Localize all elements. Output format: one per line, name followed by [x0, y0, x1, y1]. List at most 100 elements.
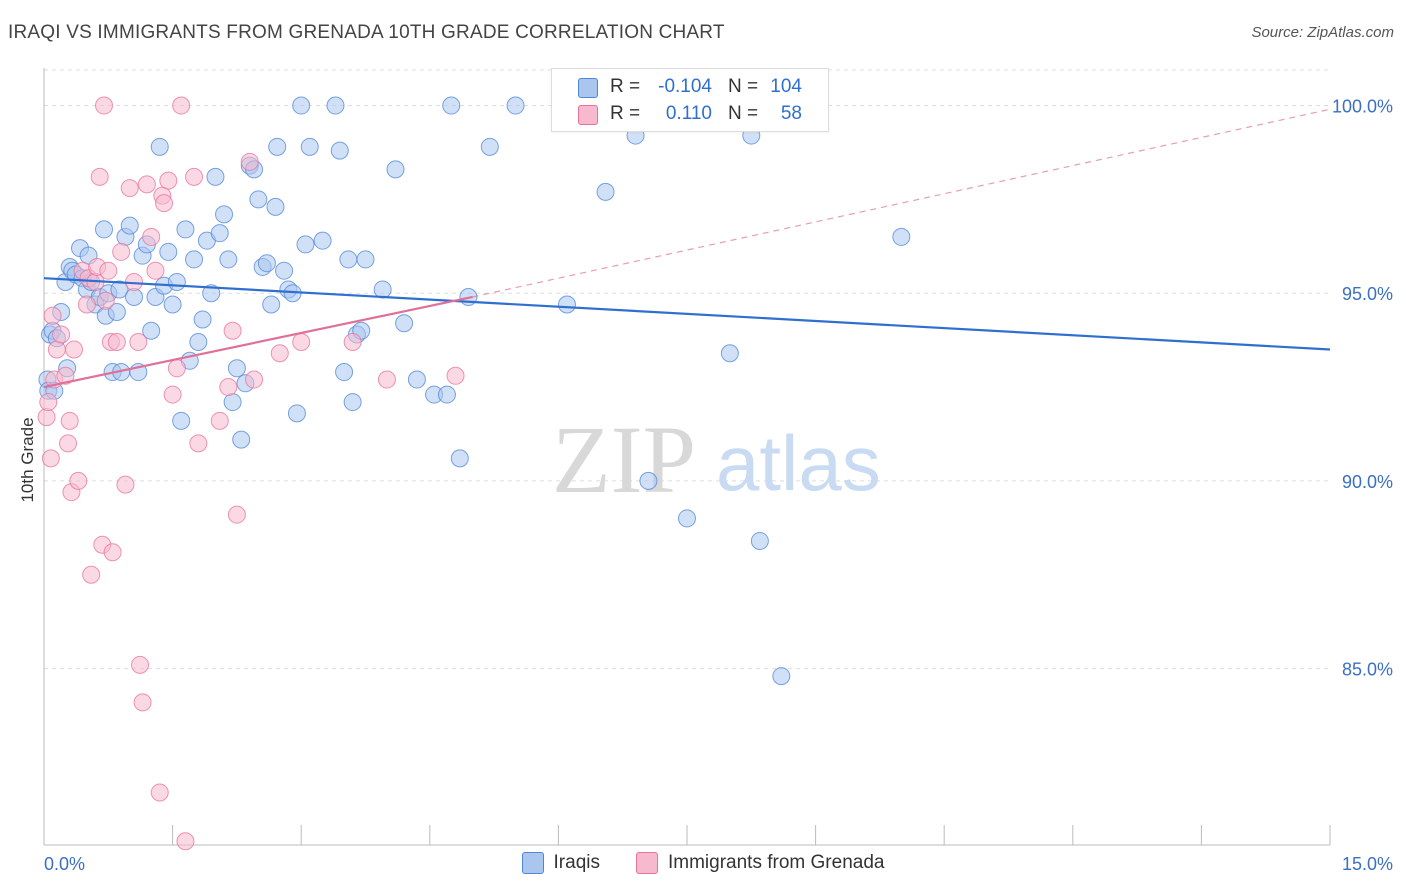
- grenada-point: [223, 321, 242, 340]
- iraqis-point: [159, 242, 178, 261]
- iraqis-trend-line: [43, 277, 1331, 351]
- grenada-point: [39, 393, 58, 412]
- iraqis-point: [720, 344, 739, 363]
- watermark: ZIP atlas: [552, 406, 881, 513]
- grenada-point: [120, 179, 139, 198]
- legend-item-iraqis[interactable]: Iraqis: [521, 852, 600, 874]
- legend-label-grenada: Immigrants from Grenada: [668, 852, 885, 873]
- iraqis-point: [219, 250, 238, 269]
- y-tick-label: 100.0%: [1332, 97, 1393, 117]
- grenada-point: [133, 693, 152, 712]
- watermark-atlas: atlas: [716, 419, 881, 507]
- stats-r-value: -0.104: [658, 76, 712, 97]
- iraqis-point: [313, 231, 332, 250]
- iraqis-point: [330, 141, 349, 160]
- iraqis-point: [125, 287, 144, 306]
- y-tick-label: 85.0%: [1342, 660, 1393, 680]
- x-tick-label: 15.0%: [1342, 854, 1393, 874]
- grenada-point: [155, 194, 174, 213]
- grenada-point: [112, 242, 131, 261]
- grenada-point: [116, 475, 135, 494]
- stats-swatch-grenada: [578, 105, 598, 125]
- iraqis-point: [206, 167, 225, 186]
- iraqis-point: [450, 449, 469, 468]
- iraqis-point: [275, 261, 294, 280]
- iraqis-point: [223, 393, 242, 412]
- iraqis-point: [110, 280, 129, 299]
- iraqis-point: [185, 250, 204, 269]
- chart-legend: Iraqis Immigrants from Grenada: [0, 852, 1406, 874]
- grenada-point: [189, 434, 208, 453]
- iraqis-point: [163, 295, 182, 314]
- iraqis-point: [172, 411, 191, 430]
- grenada-point: [95, 96, 114, 115]
- iraqis-point: [506, 96, 525, 115]
- iraqis-point: [142, 321, 161, 340]
- grenada-point: [47, 340, 66, 359]
- grenada-point: [270, 344, 289, 363]
- iraqis-point: [395, 314, 414, 333]
- grenada-point: [150, 783, 169, 802]
- grenada-point: [65, 340, 84, 359]
- y-tick-label: 90.0%: [1342, 472, 1393, 492]
- iraqis-point: [480, 137, 499, 156]
- grenada-point: [343, 333, 362, 352]
- grenada-point: [60, 411, 79, 430]
- grenada-point: [377, 370, 396, 389]
- iraqis-point: [287, 404, 306, 423]
- legend-swatch-iraqis: [521, 852, 544, 874]
- iraqis-point: [249, 190, 268, 209]
- iraqis-point: [215, 205, 234, 224]
- iraqis-point: [296, 235, 315, 254]
- iraqis-point: [120, 216, 139, 235]
- grenada-point: [210, 411, 229, 430]
- stats-n-value: 58: [780, 103, 802, 124]
- grenada-point: [77, 295, 96, 314]
- grenada-point: [146, 261, 165, 280]
- grenada-point: [245, 370, 264, 389]
- stats-r-value: 0.110: [665, 103, 712, 124]
- y-tick-label: 95.0%: [1342, 284, 1393, 304]
- legend-label-iraqis: Iraqis: [553, 852, 600, 873]
- iraqis-point: [343, 393, 362, 412]
- iraqis-point: [386, 160, 405, 179]
- tick-labels: 85.0% 90.0% 95.0% 100.0% 0.0% 15.0%: [44, 97, 1393, 874]
- iraqis-point: [750, 531, 769, 550]
- iraqis-point: [202, 284, 221, 303]
- iraqis-point: [326, 96, 345, 115]
- iraqis-point: [596, 182, 615, 201]
- iraqis-point: [300, 137, 319, 156]
- grenada-point: [103, 543, 122, 562]
- grenada-point: [142, 227, 161, 246]
- trend-lines: [43, 108, 1331, 389]
- grenada-trend-line: [43, 295, 473, 389]
- grenada-point: [240, 152, 259, 171]
- grenada-point: [43, 306, 62, 325]
- grenada-point: [52, 325, 71, 344]
- iraqis-point: [266, 197, 285, 216]
- iraqis-point: [678, 509, 696, 528]
- iraqis-point: [227, 359, 246, 378]
- iraqis-point: [407, 370, 426, 389]
- stats-legend-box: R = -0.104 N = 104 R = 0.110 N = 58: [551, 68, 829, 132]
- iraqis-point: [232, 430, 251, 449]
- grenada-point: [227, 505, 246, 524]
- grenada-point: [59, 434, 78, 453]
- grenada-point: [446, 366, 465, 385]
- stats-n-label: N =: [728, 76, 759, 97]
- grenada-point: [82, 565, 101, 584]
- grenada-point: [137, 175, 156, 194]
- iraqis-point: [176, 220, 195, 239]
- legend-item-grenada[interactable]: Immigrants from Grenada: [636, 852, 884, 874]
- iraqis-point: [150, 137, 169, 156]
- iraqis-point: [193, 310, 212, 329]
- iraqis-point: [437, 385, 456, 404]
- grenada-point: [219, 378, 238, 397]
- stats-n-label: N =: [728, 103, 759, 124]
- grenada-trend-extension: [472, 108, 1331, 298]
- grenada-point: [41, 449, 60, 468]
- iraqis-point: [167, 272, 186, 291]
- watermark-zip: ZIP: [552, 406, 696, 513]
- iraqis-point: [373, 280, 392, 299]
